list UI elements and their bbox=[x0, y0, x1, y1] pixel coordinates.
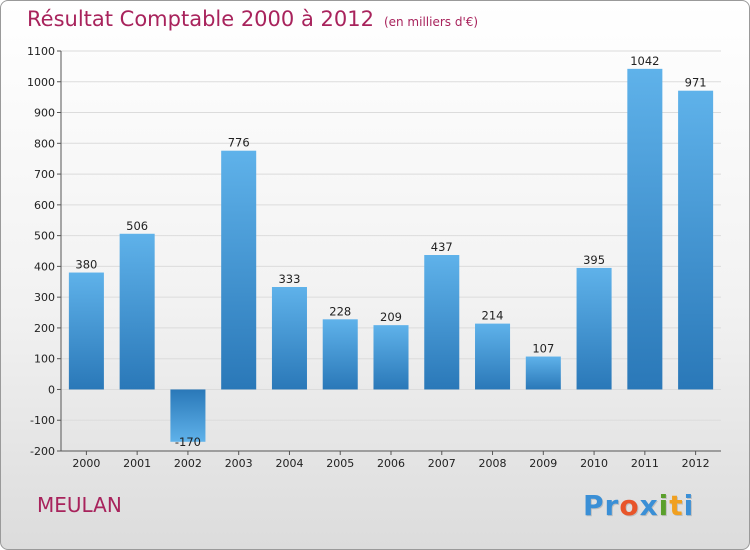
x-tick-label: 2003 bbox=[225, 457, 253, 470]
x-tick-label: 2012 bbox=[682, 457, 710, 470]
x-tick-label: 2004 bbox=[275, 457, 303, 470]
data-label: 506 bbox=[126, 219, 148, 233]
y-tick-label: 100 bbox=[34, 353, 55, 366]
x-tick-label: 2008 bbox=[479, 457, 507, 470]
data-label: 1042 bbox=[630, 54, 659, 68]
bar-2011 bbox=[627, 68, 663, 390]
data-label: 214 bbox=[482, 309, 504, 323]
y-tick-label: 500 bbox=[34, 230, 55, 243]
proxiti-logo: Proxiti bbox=[583, 489, 694, 522]
x-tick-label: 2007 bbox=[428, 457, 456, 470]
y-tick-label: 1100 bbox=[27, 45, 55, 58]
town-name: MEULAN bbox=[37, 493, 122, 517]
data-label: -170 bbox=[175, 435, 201, 449]
title-unit: (en milliers d'€) bbox=[383, 15, 479, 29]
y-tick-label: 0 bbox=[48, 383, 55, 396]
logo-letter: o bbox=[619, 489, 640, 522]
data-label: 776 bbox=[228, 136, 250, 150]
y-tick-label: 600 bbox=[34, 199, 55, 212]
y-tick-label: 1000 bbox=[27, 76, 55, 89]
logo-letter: x bbox=[639, 489, 659, 522]
bar-2005 bbox=[322, 319, 358, 390]
bar-2012 bbox=[678, 90, 714, 390]
data-label: 228 bbox=[329, 304, 351, 318]
bar-2002 bbox=[170, 389, 206, 442]
y-tick-label: 200 bbox=[34, 322, 55, 335]
x-tick-label: 2011 bbox=[631, 457, 659, 470]
y-tick-label: 700 bbox=[34, 168, 55, 181]
y-tick-label: -200 bbox=[30, 445, 55, 458]
y-tick-label: 900 bbox=[34, 107, 55, 120]
bar-2008 bbox=[475, 323, 511, 390]
data-label: 395 bbox=[583, 253, 605, 267]
data-label: 971 bbox=[685, 76, 707, 90]
bar-2006 bbox=[373, 325, 409, 390]
title-text: Résultat Comptable 2000 à 2012 bbox=[27, 7, 374, 31]
data-label: 333 bbox=[278, 272, 300, 286]
x-tick-label: 2001 bbox=[123, 457, 151, 470]
logo-letter: t bbox=[669, 489, 684, 522]
data-label: 209 bbox=[380, 310, 402, 324]
data-label: 437 bbox=[431, 240, 453, 254]
bar-2003 bbox=[221, 150, 257, 390]
logo-letter: P bbox=[583, 489, 605, 522]
x-tick-label: 2005 bbox=[326, 457, 354, 470]
logo-letter: r bbox=[604, 489, 620, 522]
y-tick-label: 300 bbox=[34, 291, 55, 304]
x-tick-label: 2000 bbox=[72, 457, 100, 470]
bar-2000 bbox=[68, 272, 104, 390]
data-label: 380 bbox=[75, 258, 97, 272]
x-tick-label: 2006 bbox=[377, 457, 405, 470]
logo-letter: i bbox=[683, 489, 695, 522]
bar-2009 bbox=[525, 356, 561, 390]
x-tick-label: 2009 bbox=[529, 457, 557, 470]
logo-letter: i bbox=[658, 489, 670, 522]
y-tick-label: 400 bbox=[34, 260, 55, 273]
x-tick-label: 2002 bbox=[174, 457, 202, 470]
grid-lines bbox=[61, 50, 721, 452]
bar-2001 bbox=[119, 233, 155, 390]
y-tick-label: 800 bbox=[34, 137, 55, 150]
axes: -200 -100 0 100 200 300 400 500 600 700 800 900 1000… bbox=[27, 45, 721, 470]
bar-2007 bbox=[424, 255, 460, 390]
chart-title: Résultat Comptable 2000 à 2012 (en millie… bbox=[27, 7, 478, 31]
data-label: 107 bbox=[532, 342, 554, 356]
bars bbox=[68, 68, 714, 442]
bar-2010 bbox=[576, 267, 612, 390]
data-labels: 380 506 -170 776 333 228 209 437 214 107 395 1042 97… bbox=[75, 54, 706, 449]
bar-2004 bbox=[271, 287, 307, 390]
x-tick-label: 2010 bbox=[580, 457, 608, 470]
y-tick-label: -100 bbox=[30, 414, 55, 427]
